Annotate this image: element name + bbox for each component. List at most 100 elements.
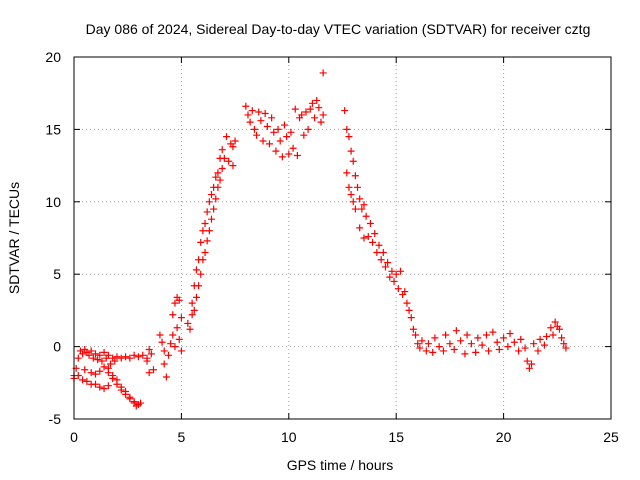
data-point: [87, 369, 95, 377]
data-point: [104, 364, 112, 372]
data-point: [416, 344, 424, 352]
data-point: [242, 102, 250, 110]
data-point: [126, 393, 134, 401]
data-point: [405, 306, 413, 314]
data-point: [160, 347, 168, 355]
data-point: [540, 341, 548, 349]
data-point: [220, 154, 228, 162]
data-point: [555, 325, 563, 333]
data-point: [343, 125, 351, 133]
data-point: [547, 324, 555, 332]
data-point: [109, 372, 117, 380]
data-point: [302, 108, 310, 116]
data-point: [190, 306, 198, 314]
data-point: [250, 125, 258, 133]
data-point: [126, 354, 134, 362]
data-point: [214, 183, 222, 191]
data-point: [177, 314, 185, 322]
data-point: [446, 340, 454, 348]
data-point: [401, 288, 409, 296]
data-point: [130, 351, 138, 359]
data-point: [315, 104, 323, 112]
data-point: [485, 347, 493, 355]
data-point: [422, 347, 430, 355]
data-point: [392, 270, 400, 278]
x-tick-label: 20: [496, 429, 512, 445]
y-tick-label: 5: [53, 266, 61, 282]
data-point: [113, 376, 121, 384]
data-point: [156, 331, 164, 339]
x-tick-label: 15: [388, 429, 404, 445]
data-point: [100, 385, 108, 393]
data-point: [169, 311, 177, 319]
data-point: [364, 233, 372, 241]
data-point: [495, 345, 503, 353]
data-point: [349, 157, 357, 165]
data-point: [283, 133, 291, 141]
data-point: [229, 143, 237, 151]
data-point: [308, 99, 316, 107]
data-point: [521, 344, 529, 352]
data-point: [358, 205, 366, 213]
data-point: [418, 337, 426, 345]
data-point: [276, 137, 284, 145]
data-point: [175, 296, 183, 304]
x-axis-label: GPS time / hours: [287, 457, 394, 473]
data-point: [515, 347, 523, 355]
data-point: [158, 338, 166, 346]
data-point: [81, 366, 89, 374]
data-point: [117, 354, 125, 362]
data-point: [534, 347, 542, 355]
data-point: [293, 151, 301, 159]
data-point: [278, 153, 286, 161]
data-point: [478, 341, 486, 349]
data-point: [91, 380, 99, 388]
data-point: [431, 334, 439, 342]
data-point: [212, 195, 220, 203]
data-point: [205, 227, 213, 235]
data-point: [369, 238, 377, 246]
data-point: [107, 360, 115, 368]
data-point: [268, 114, 276, 122]
data-point: [362, 212, 370, 220]
data-point: [549, 331, 557, 339]
data-point: [192, 293, 200, 301]
data-point: [169, 331, 177, 339]
data-point: [351, 172, 359, 180]
y-tick-label: 15: [45, 121, 61, 137]
data-point: [414, 340, 422, 348]
data-point: [525, 364, 533, 372]
data-point: [218, 164, 226, 172]
data-point: [91, 350, 99, 358]
data-point: [349, 198, 357, 206]
data-point: [558, 334, 566, 342]
data-point: [343, 169, 351, 177]
data-point: [223, 133, 231, 141]
data-point: [205, 198, 213, 206]
data-point: [201, 248, 209, 256]
data-point: [167, 340, 175, 348]
data-point: [386, 273, 394, 281]
data-point: [96, 367, 104, 375]
data-point: [562, 344, 570, 352]
data-point: [100, 363, 108, 371]
data-point: [145, 369, 153, 377]
data-point: [287, 128, 295, 136]
data-point: [407, 314, 415, 322]
data-point: [248, 107, 256, 115]
data-point: [104, 382, 112, 390]
data-point: [388, 267, 396, 275]
data-point: [212, 173, 220, 181]
data-point: [171, 299, 179, 307]
data-point: [184, 319, 192, 327]
data-point: [536, 335, 544, 343]
y-axis-label: SDTVAR / TECUs: [6, 182, 22, 294]
data-point: [409, 325, 417, 333]
data-point: [137, 399, 145, 407]
data-point: [197, 238, 205, 246]
data-point: [384, 259, 392, 267]
data-point: [89, 354, 97, 362]
data-point: [255, 108, 263, 116]
data-point: [263, 123, 271, 131]
